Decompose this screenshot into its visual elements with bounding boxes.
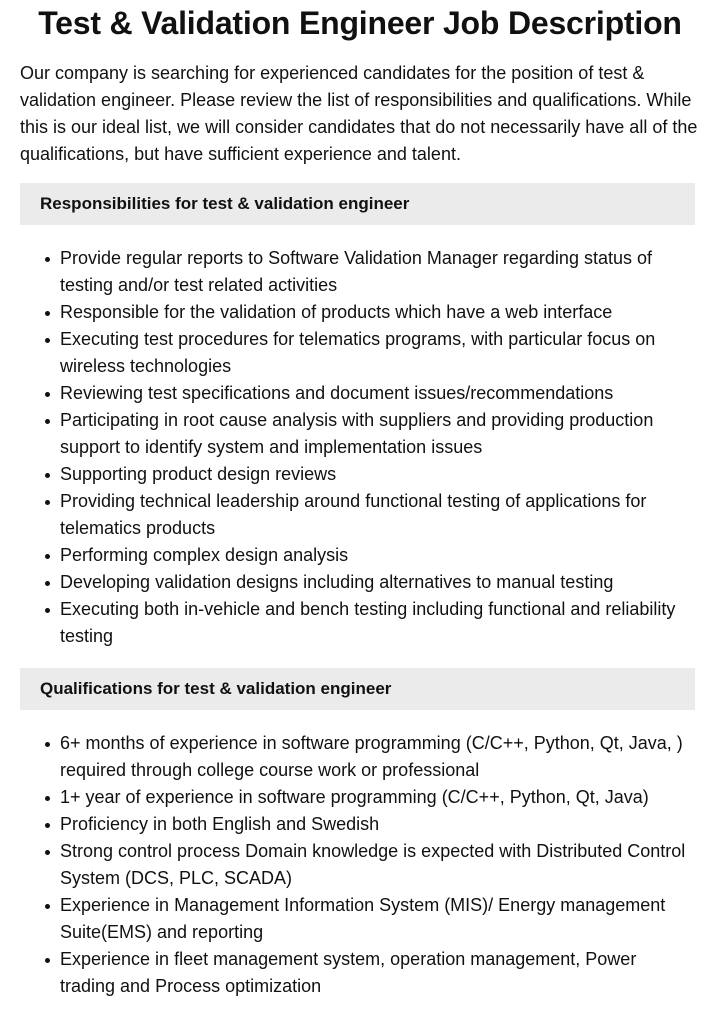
list-item: Supporting product design reviews: [45, 461, 695, 488]
qualifications-list: 6+ months of experience in software prog…: [20, 730, 695, 1000]
responsibilities-section: Responsibilities for test & validation e…: [20, 183, 695, 650]
list-item: Participating in root cause analysis wit…: [45, 407, 695, 461]
page-title: Test & Validation Engineer Job Descripti…: [38, 5, 682, 41]
responsibilities-list: Provide regular reports to Software Vali…: [20, 245, 695, 650]
qualifications-section: Qualifications for test & validation eng…: [20, 668, 695, 1000]
list-item: Reviewing test specifications and docume…: [45, 380, 695, 407]
list-item: Provide regular reports to Software Vali…: [45, 245, 695, 299]
list-item: Developing validation designs including …: [45, 569, 695, 596]
responsibilities-heading: Responsibilities for test & validation e…: [20, 183, 695, 225]
list-item: Experience in fleet management system, o…: [45, 946, 695, 1000]
list-item: 1+ year of experience in software progra…: [45, 784, 695, 811]
list-item: Experience in Management Information Sys…: [45, 892, 695, 946]
list-item: Providing technical leadership around fu…: [45, 488, 695, 542]
list-item: Responsible for the validation of produc…: [45, 299, 695, 326]
list-item: 6+ months of experience in software prog…: [45, 730, 695, 784]
list-item: Performing complex design analysis: [45, 542, 695, 569]
qualifications-heading: Qualifications for test & validation eng…: [20, 668, 695, 710]
intro-paragraph: Our company is searching for experienced…: [20, 63, 698, 164]
list-item: Executing test procedures for telematics…: [45, 326, 695, 380]
list-item: Strong control process Domain knowledge …: [45, 838, 695, 892]
list-item: Proficiency in both English and Swedish: [45, 811, 695, 838]
list-item: Executing both in-vehicle and bench test…: [45, 596, 695, 650]
